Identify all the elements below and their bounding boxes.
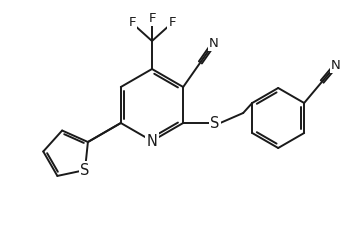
Text: N: N <box>331 59 341 72</box>
Text: F: F <box>168 17 176 30</box>
Text: N: N <box>209 37 218 50</box>
Text: F: F <box>128 17 136 30</box>
Text: S: S <box>210 116 220 131</box>
Text: N: N <box>147 133 157 148</box>
Text: S: S <box>80 163 90 178</box>
Text: F: F <box>148 12 156 25</box>
